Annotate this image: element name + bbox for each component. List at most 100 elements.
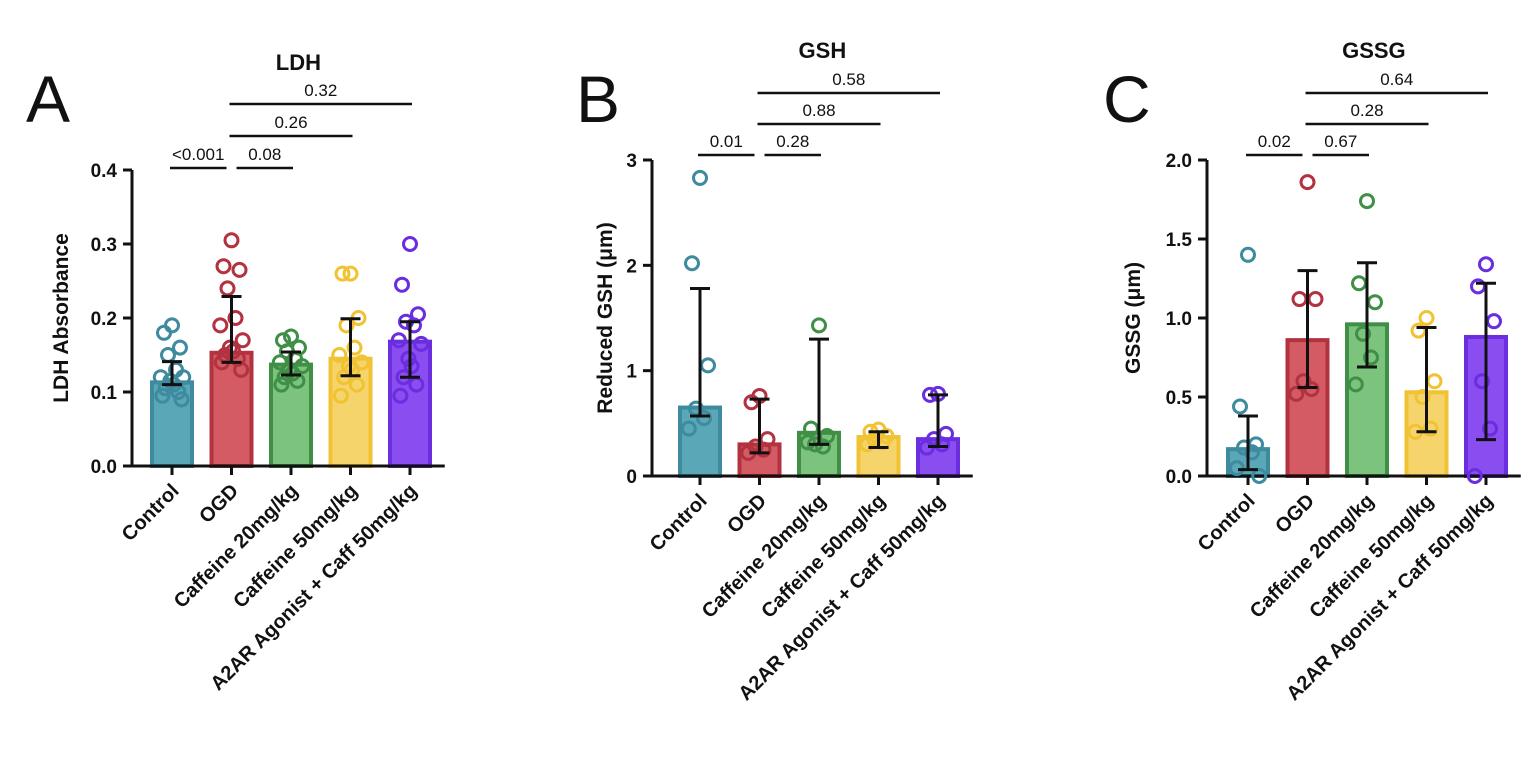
data-point <box>223 232 240 249</box>
data-point <box>1466 468 1483 484</box>
y-axis-title: GSSG (μm) <box>1122 262 1145 374</box>
panel-letter: C <box>1103 62 1151 136</box>
panel-letter: A <box>26 62 70 136</box>
y-tick-label: 0.0 <box>91 457 117 478</box>
data-point <box>755 441 772 458</box>
data-point <box>1307 291 1324 308</box>
bar <box>209 350 254 468</box>
p-value-label: 0.32 <box>304 81 337 100</box>
category-label: Control <box>646 490 712 556</box>
data-point <box>227 310 244 326</box>
bar <box>678 405 722 478</box>
p-value-label: 0.88 <box>802 101 835 120</box>
y-tick-label: 1.5 <box>1166 230 1193 251</box>
p-value-label: 0.28 <box>1350 101 1383 120</box>
data-point <box>283 328 299 345</box>
p-value-label: 0.26 <box>274 113 307 132</box>
data-point <box>1240 246 1256 263</box>
data-point <box>700 357 716 374</box>
data-point <box>406 317 422 334</box>
data-point <box>1299 174 1316 191</box>
data-point <box>156 324 172 341</box>
data-point <box>684 255 700 272</box>
data-point <box>1236 439 1252 456</box>
category-label: Control <box>1194 490 1260 556</box>
data-point <box>1228 460 1245 477</box>
panel-letter: B <box>576 62 620 136</box>
y-tick-label: 3 <box>626 151 637 172</box>
data-point <box>1355 325 1371 342</box>
y-tick-label: 0.4 <box>91 161 118 182</box>
data-point <box>680 420 697 437</box>
data-point <box>1426 373 1443 390</box>
p-value-label: 0.58 <box>832 70 865 89</box>
data-point <box>346 339 363 356</box>
data-point <box>811 317 827 334</box>
data-point <box>212 317 229 334</box>
y-tick-label: 1 <box>626 362 637 383</box>
data-point <box>400 350 417 367</box>
data-point <box>154 387 171 404</box>
y-tick-label: 2 <box>626 256 637 277</box>
data-point <box>799 434 816 451</box>
data-point <box>1288 385 1305 402</box>
data-point <box>164 317 180 334</box>
y-tick-label: 0.5 <box>1166 388 1193 409</box>
p-value-label: 0.28 <box>776 132 809 151</box>
data-point <box>1422 420 1439 437</box>
data-point <box>402 236 418 252</box>
p-value-label: 0.64 <box>1380 70 1413 89</box>
data-point <box>271 354 288 371</box>
p-value-label: 0.08 <box>248 145 281 164</box>
data-point <box>234 332 251 349</box>
y-tick-label: 0.0 <box>1166 467 1192 488</box>
data-point <box>1474 373 1490 390</box>
data-point <box>403 358 420 375</box>
data-point <box>342 265 359 282</box>
data-point <box>231 261 248 278</box>
p-value-label: 0.02 <box>1258 132 1291 151</box>
panel-b: B GSH Reduced GSH (μm) 0 1 2 3 0.01 0.28 0.88 0.58… <box>576 38 973 705</box>
data-point <box>215 258 232 275</box>
y-axis-title: Reduced GSH (μm) <box>594 222 617 413</box>
y-axis-title: LDH Absorbance <box>50 233 73 403</box>
data-point <box>692 169 708 186</box>
category-label: OGD <box>723 490 771 538</box>
data-point <box>815 438 831 455</box>
data-point <box>1347 376 1364 393</box>
data-point <box>1351 275 1367 292</box>
data-point <box>334 265 351 282</box>
category-label: OGD <box>195 480 243 528</box>
data-point <box>172 339 188 356</box>
data-point <box>1367 294 1383 311</box>
data-point <box>696 410 712 427</box>
data-point <box>1418 310 1435 326</box>
data-point <box>219 280 236 297</box>
category-label: OGD <box>1271 490 1319 538</box>
category-label: Control <box>118 480 184 546</box>
data-point <box>1251 468 1268 484</box>
chart-title: LDH <box>276 50 321 75</box>
data-point <box>1244 444 1260 461</box>
chart-title: GSH <box>799 38 847 63</box>
data-point <box>413 335 430 352</box>
y-tick-label: 2.0 <box>1166 151 1192 172</box>
data-point <box>390 332 407 349</box>
data-point <box>332 387 349 404</box>
chart-title: GSSG <box>1342 38 1406 63</box>
data-point <box>1482 420 1498 437</box>
p-value-label: <0.001 <box>172 145 224 164</box>
data-point <box>160 347 176 363</box>
data-point <box>1478 256 1494 273</box>
y-tick-label: 0.1 <box>91 383 118 404</box>
data-point <box>348 376 365 393</box>
panel-c: C GSSG GSSG (μm) 0.0 0.5 1.0 1.5 2.0 0.02 0.67 0.2… <box>1103 38 1521 705</box>
data-point <box>1359 193 1375 210</box>
data-point <box>273 376 290 393</box>
data-point <box>1303 381 1320 398</box>
data-point <box>173 391 190 408</box>
data-point <box>1414 389 1431 405</box>
data-point <box>1291 291 1308 308</box>
y-tick-label: 1.0 <box>1166 309 1192 330</box>
